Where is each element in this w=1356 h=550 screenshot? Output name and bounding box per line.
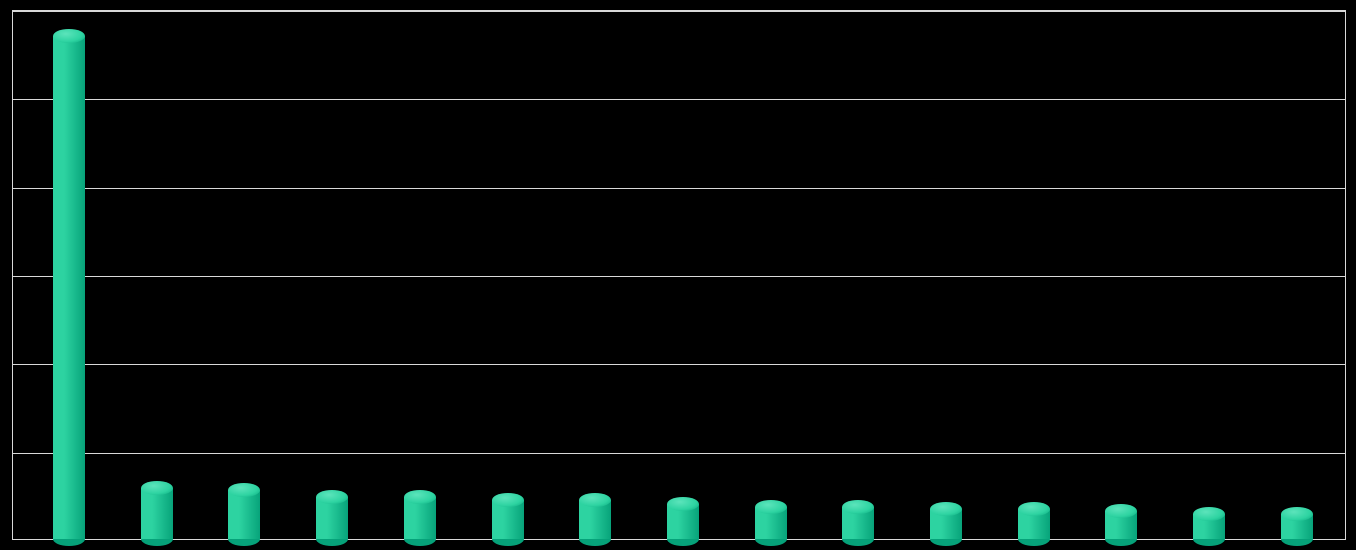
bar-body	[228, 490, 260, 539]
bar	[842, 507, 874, 539]
bar	[1193, 514, 1225, 539]
bar-body	[141, 488, 173, 539]
bar-cap	[1105, 504, 1137, 518]
bar-chart	[0, 0, 1356, 550]
bar	[1281, 514, 1313, 539]
bar	[53, 36, 85, 540]
bar	[667, 504, 699, 539]
bar-cap	[141, 481, 173, 495]
bar	[755, 507, 787, 539]
bar	[1105, 511, 1137, 539]
bar-cap	[667, 497, 699, 511]
bar-body	[53, 36, 85, 540]
bar-cap	[755, 500, 787, 514]
bar-cap	[930, 502, 962, 516]
bar	[579, 500, 611, 539]
bar	[404, 497, 436, 539]
bar-cap	[1018, 502, 1050, 516]
bar	[492, 500, 524, 539]
bar	[316, 497, 348, 539]
bar	[930, 509, 962, 539]
bar	[228, 490, 260, 539]
bar-cap	[492, 493, 524, 507]
bar	[141, 488, 173, 539]
plot-area	[12, 10, 1346, 540]
bar	[1018, 509, 1050, 539]
bars-container	[13, 11, 1345, 539]
bar-cap	[53, 29, 85, 43]
bar-cap	[316, 490, 348, 504]
bar-cap	[228, 483, 260, 497]
bar-cap	[404, 490, 436, 504]
